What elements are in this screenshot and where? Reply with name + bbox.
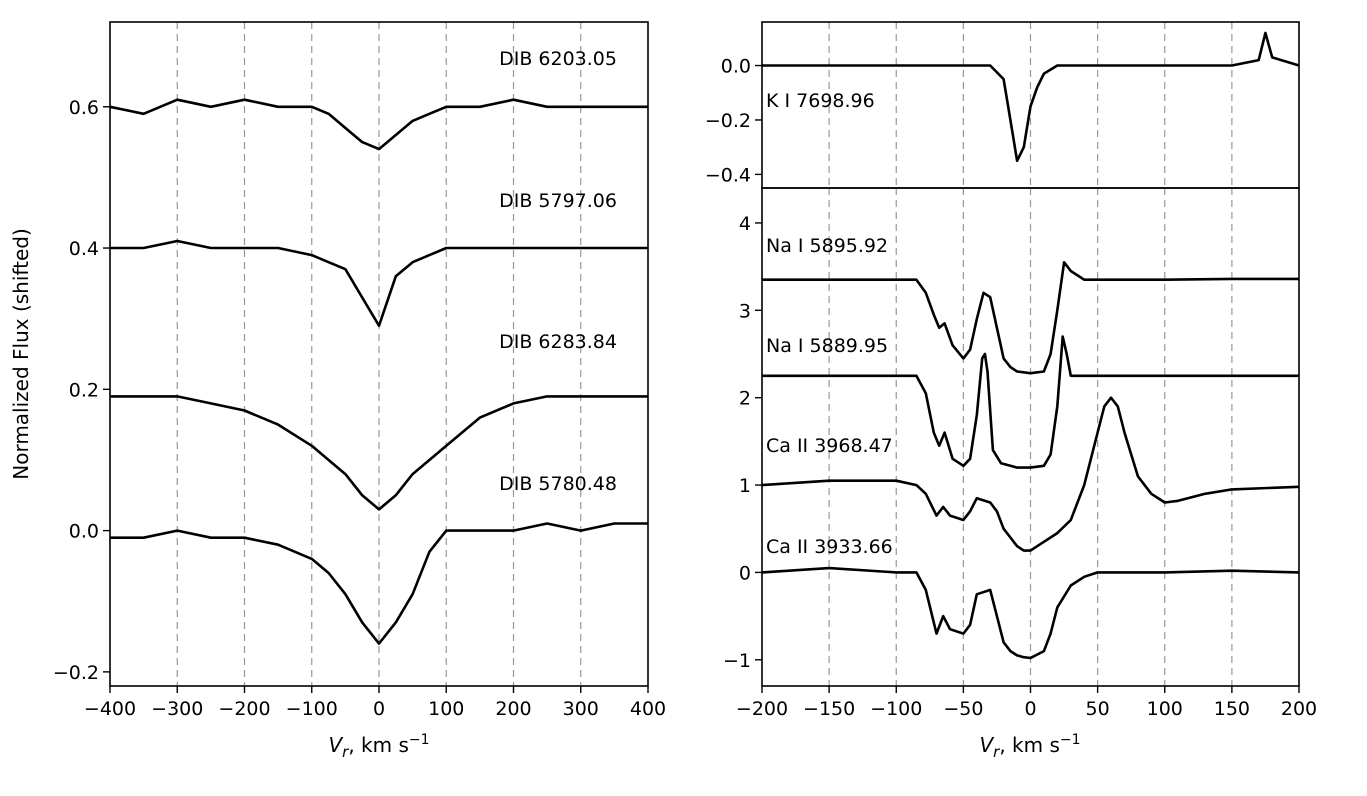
x-tick-label: −100 [286,698,338,720]
spectrum-line [762,31,1300,163]
x-tick-label: 50 [1086,698,1110,720]
x-tick-label: 300 [563,698,599,720]
x-tick-label: 0 [373,698,385,720]
y-tick-label: 3 [739,300,751,322]
series-annotation: DIB 6283.84 [499,331,617,353]
x-tick-label: −200 [736,698,788,720]
x-tick-label: 200 [1281,698,1317,720]
spectrum-line [762,335,1299,469]
x-tick-label: −200 [218,698,270,720]
x-tick-label: −150 [803,698,855,720]
y-tick-label: 1 [739,475,751,497]
left-panel: −400 −300 −200 −100 0 100 200 300 400 −0.2 0.0 0.2… [9,21,666,761]
x-tick-label: 0 [1024,698,1036,720]
left-y-axis-label: Normalized Flux (shifted) [9,228,33,480]
spectrum-line [761,396,1300,552]
right-top-panel: −0.4 −0.2 0.0 K I 7698.96 [705,21,1300,189]
series-annotation: DIB 5780.48 [499,473,617,495]
x-tick-label: 100 [1147,698,1183,720]
y-tick-label: 0.2 [69,379,99,401]
left-x-axis-label: Vr, km s−1 [328,732,429,761]
spectrum-line [762,260,1299,375]
y-tick-label: −0.2 [705,110,751,132]
series-annotation: Na I 5895.92 [766,235,888,257]
right-x-axis-label: Vr, km s−1 [979,732,1080,761]
spectrum-line [110,522,648,645]
y-tick-label: 0.0 [69,521,99,543]
y-tick-label: −0.4 [705,164,751,186]
x-tick-label: −100 [870,698,922,720]
right-bottom-panel: −200 −150 −100 −50 0 50 100 150 200 −1 0 1 2 3 4 Na I… [723,187,1317,761]
series-annotation: DIB 5797.06 [499,190,617,212]
x-tick-label: 200 [495,698,531,720]
y-tick-label: 0.0 [721,56,751,78]
spectrum-line [110,395,648,511]
y-tick-label: 4 [739,213,751,235]
x-tick-label: −400 [84,698,136,720]
spectrum-line [761,566,1300,660]
x-tick-label: 150 [1214,698,1250,720]
spectrum-line [110,239,648,328]
spectrum-line [109,98,648,151]
x-tick-label: −50 [943,698,983,720]
series-annotation: Ca II 3933.66 [766,536,893,558]
y-tick-label: −1 [723,650,751,672]
y-tick-label: 2 [739,388,751,410]
x-tick-label: 400 [630,698,666,720]
y-tick-label: 0.4 [69,238,99,260]
series-annotation: Na I 5889.95 [766,335,888,357]
series-annotation: K I 7698.96 [766,90,875,112]
x-tick-label: 100 [428,698,464,720]
y-tick-label: −0.2 [53,662,99,684]
y-tick-label: 0 [739,562,751,584]
series-annotation: DIB 6203.05 [499,48,617,70]
series-annotation: Ca II 3968.47 [766,435,893,457]
y-tick-label: 0.6 [69,97,99,119]
x-tick-label: −300 [151,698,203,720]
